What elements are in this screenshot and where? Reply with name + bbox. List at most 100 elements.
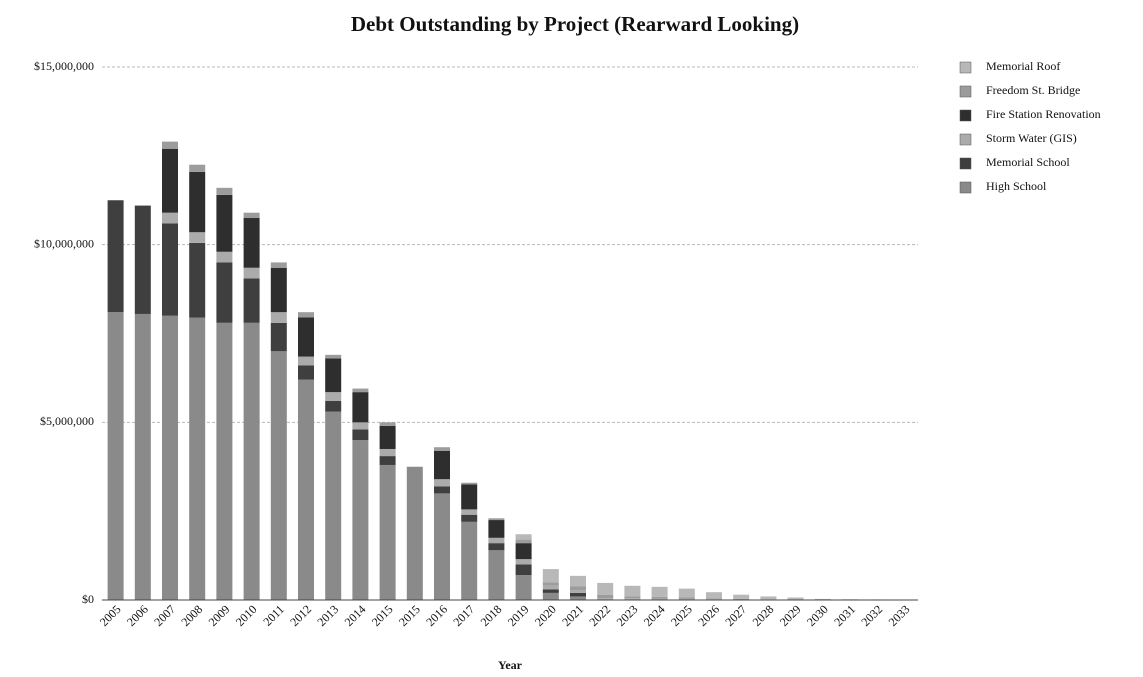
bar-segment — [542, 592, 559, 600]
legend-swatch — [959, 181, 972, 194]
bar-segment — [651, 598, 668, 600]
bar-segment — [216, 251, 233, 263]
bar-segment — [325, 354, 342, 359]
bar-segment — [406, 466, 423, 600]
bar-segment — [189, 317, 206, 600]
bar-segment — [270, 351, 287, 600]
x-tick-label: 2022 — [586, 602, 613, 629]
bar-segment — [570, 590, 586, 593]
x-tick-label: 2006 — [124, 602, 151, 629]
bar-segment — [189, 242, 206, 318]
bar-segment — [515, 534, 532, 540]
x-tick-label: 2031 — [831, 602, 858, 629]
legend-label: Freedom St. Bridge — [986, 83, 1080, 97]
bar-segment — [624, 598, 641, 600]
legend-label: Fire Station Renovation — [986, 107, 1101, 121]
bar-segment — [570, 596, 586, 600]
legend-label: Storm Water (GIS) — [986, 131, 1077, 145]
bar-segment — [488, 537, 505, 544]
bar-segment — [162, 212, 178, 224]
bar-segment — [651, 596, 668, 599]
bar-segment — [515, 539, 532, 544]
y-tick-label: $0 — [82, 592, 94, 606]
bar-segment — [706, 592, 722, 599]
bar-segment — [325, 392, 342, 402]
x-tick-label: 2005 — [97, 602, 124, 629]
legend-swatch — [959, 85, 972, 98]
x-tick-label: 2017 — [450, 602, 477, 629]
x-tick-label: 2007 — [151, 602, 178, 629]
bar-segment — [488, 518, 505, 521]
x-tick-label: 2023 — [614, 602, 641, 629]
x-tick-label: 2008 — [178, 602, 205, 629]
bar-segment — [488, 550, 505, 600]
bar-segment — [216, 262, 233, 323]
bar-segment — [298, 365, 314, 380]
bar-segment — [434, 493, 450, 600]
bar-segment — [189, 232, 206, 243]
y-tick-label: $15,000,000 — [34, 59, 94, 73]
bar-segment — [134, 313, 151, 600]
legend-label: Memorial Roof — [986, 59, 1060, 73]
bar-segment — [325, 401, 342, 412]
bar-segment — [434, 447, 450, 451]
bar-segment — [760, 596, 777, 600]
x-tick-label: 2019 — [505, 602, 532, 629]
x-tick-label: 2009 — [206, 602, 233, 629]
bar-segment — [570, 586, 586, 591]
x-tick-label: 2027 — [722, 602, 749, 629]
bar-segment — [270, 267, 287, 313]
x-tick-label: 2010 — [233, 602, 260, 629]
x-tick-label: 2025 — [668, 602, 695, 629]
bar-segment — [298, 356, 314, 366]
x-tick-label: 2012 — [287, 602, 314, 629]
x-tick-label: 2016 — [423, 602, 450, 629]
x-tick-label: 2026 — [695, 602, 722, 629]
bar-segment — [107, 200, 124, 313]
bar-segment — [352, 422, 369, 430]
bar-segment — [107, 312, 124, 600]
bar-segment — [270, 322, 287, 352]
y-tick-label: $10,000,000 — [34, 236, 94, 250]
bar-segment — [379, 464, 396, 600]
bar-segment — [488, 520, 505, 538]
bar-segment — [216, 322, 233, 600]
bar-segment — [243, 218, 260, 268]
bar-segment — [189, 171, 206, 233]
bar-segment — [624, 596, 641, 599]
bar-segment — [162, 141, 178, 149]
bar-segment — [298, 379, 314, 600]
legend-swatch — [959, 133, 972, 146]
bar-segment — [162, 148, 178, 213]
bar-segment — [325, 411, 342, 600]
bar-segment — [678, 598, 695, 600]
x-tick-label: 2018 — [478, 602, 505, 629]
y-tick-label: $5,000,000 — [40, 414, 94, 428]
bar-segment — [379, 425, 396, 449]
bar-segment — [434, 486, 450, 494]
bar-segment — [733, 594, 750, 599]
bar-segment — [243, 212, 260, 219]
bar-segment — [352, 429, 369, 441]
bar-segment — [542, 585, 559, 590]
bar-segment — [216, 187, 233, 195]
bar-segment — [270, 262, 287, 268]
bar-segment — [162, 315, 178, 600]
bar-segment — [461, 514, 478, 522]
legend-label: Memorial School — [986, 155, 1070, 169]
x-tick-label: 2029 — [777, 602, 804, 629]
bar-segment — [379, 448, 396, 457]
x-tick-label: 2033 — [886, 602, 913, 629]
x-tick-label: 2020 — [532, 602, 559, 629]
bar-segment — [515, 559, 532, 565]
x-tick-label: 2013 — [314, 602, 341, 629]
bar-segment — [678, 588, 695, 598]
chart-title: Debt Outstanding by Project (Rearward Lo… — [351, 12, 799, 36]
bar-segment — [570, 592, 586, 597]
x-tick-label: 2014 — [342, 602, 369, 629]
bar-segment — [515, 575, 532, 600]
bar-segment — [597, 598, 614, 600]
bar-segment — [461, 484, 478, 510]
bar-segment — [352, 392, 369, 423]
bar-segment — [243, 267, 260, 279]
